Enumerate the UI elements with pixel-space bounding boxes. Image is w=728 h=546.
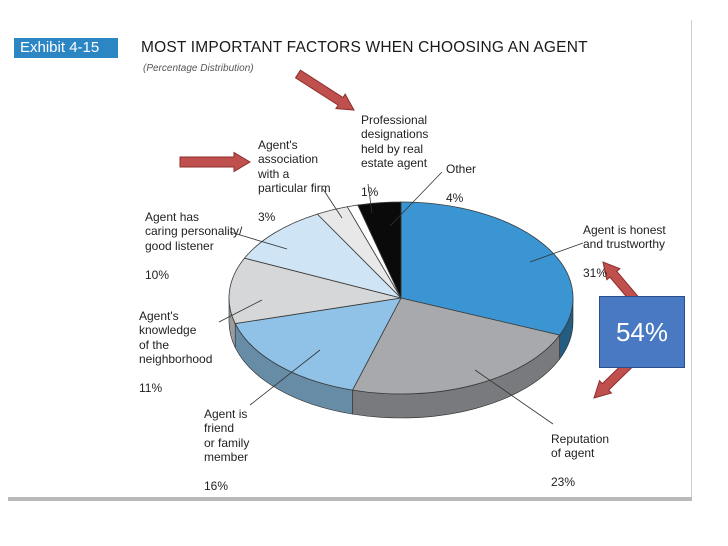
label-caring: Agent has caring personality/ good liste… [145,195,242,282]
leader-line-friend [249,349,321,406]
label-knowledge: Agent's knowledge of the neighborhood 11… [139,294,212,396]
right-divider [691,20,692,500]
label-other: Other 4% [446,147,476,205]
label-honest-value: 31% [583,266,608,280]
label-reputation-text: Reputation of agent [551,431,610,461]
label-reputation-value: 23% [551,475,576,489]
label-knowledge-text: Agent's knowledge of the neighborhood [139,308,213,367]
label-honest-text: Agent is honest and trustworthy [583,222,666,252]
label-caring-text: Agent has caring personality/ good liste… [145,209,243,253]
arrow-to-firm-association [179,151,251,173]
chart-subtitle: (Percentage Distribution) [143,63,254,74]
label-designation-value: 1% [361,185,379,199]
arrow-down-to-reputation [593,361,632,399]
leader-line-knowledge [218,299,263,323]
leader-line-firm [322,188,343,219]
label-knowledge-value: 11% [139,381,163,395]
pie-slice-caring [243,213,403,299]
label-other-text: Other [446,161,477,176]
label-caring-value: 10% [145,267,170,282]
leader-line-caring [229,231,288,250]
pie-slice-friend [234,297,402,391]
label-designation-text: Professional designations held by real e… [361,112,429,171]
exhibit-badge: Exhibit 4-15 [14,38,118,58]
combined-percent-callout: 54% [599,296,685,368]
label-firm-text: Agent's association with a particular fi… [258,137,331,196]
label-friend: Agent is friend or family member 16% [204,392,249,494]
bottom-divider [8,497,692,501]
pie-slice-knowledge [228,257,402,325]
label-honest: Agent is honest and trustworthy 31% [583,208,666,281]
leader-line-other [389,171,443,227]
chart-title: MOST IMPORTANT FACTORS WHEN CHOOSING AN … [141,39,588,56]
leader-line-designation [367,183,373,214]
label-friend-text: Agent is friend or family member [204,406,250,465]
label-other-value: 4% [446,190,464,205]
pie-slice-honest [400,201,574,336]
leader-line-reputation [474,369,554,425]
label-firm: Agent's association with a particular fi… [258,123,331,225]
label-designation: Professional designations held by real e… [361,98,428,200]
label-friend-value: 16% [204,479,229,493]
arrow-to-designations [294,69,355,111]
pie-slice-reputation [351,297,561,395]
label-reputation: Reputation of agent 23% [551,417,609,490]
label-firm-value: 3% [258,210,276,224]
leader-line-honest [529,242,584,263]
